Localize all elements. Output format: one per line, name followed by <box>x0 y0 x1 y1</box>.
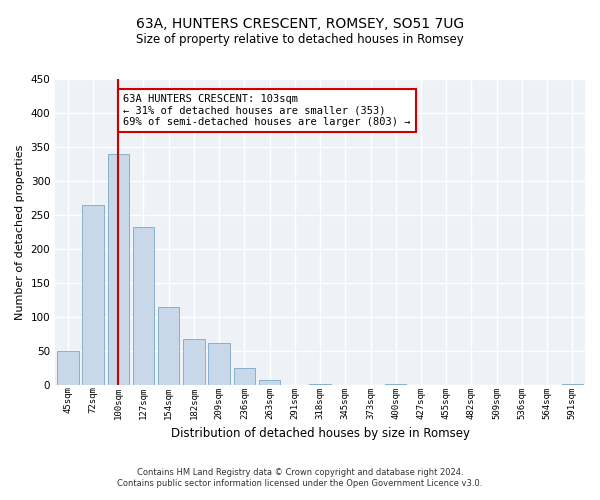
Y-axis label: Number of detached properties: Number of detached properties <box>15 144 25 320</box>
Bar <box>208 343 230 385</box>
Bar <box>158 307 179 385</box>
Bar <box>183 339 205 385</box>
Text: Contains HM Land Registry data © Crown copyright and database right 2024.
Contai: Contains HM Land Registry data © Crown c… <box>118 468 482 487</box>
Bar <box>82 205 104 385</box>
X-axis label: Distribution of detached houses by size in Romsey: Distribution of detached houses by size … <box>170 427 470 440</box>
Text: 63A HUNTERS CRESCENT: 103sqm
← 31% of detached houses are smaller (353)
69% of s: 63A HUNTERS CRESCENT: 103sqm ← 31% of de… <box>123 94 411 127</box>
Bar <box>385 384 406 385</box>
Bar <box>107 154 129 385</box>
Bar <box>562 384 583 385</box>
Bar <box>259 380 280 385</box>
Bar <box>310 384 331 385</box>
Bar <box>133 228 154 385</box>
Bar <box>57 351 79 385</box>
Text: 63A, HUNTERS CRESCENT, ROMSEY, SO51 7UG: 63A, HUNTERS CRESCENT, ROMSEY, SO51 7UG <box>136 18 464 32</box>
Text: Size of property relative to detached houses in Romsey: Size of property relative to detached ho… <box>136 32 464 46</box>
Bar <box>233 368 255 385</box>
